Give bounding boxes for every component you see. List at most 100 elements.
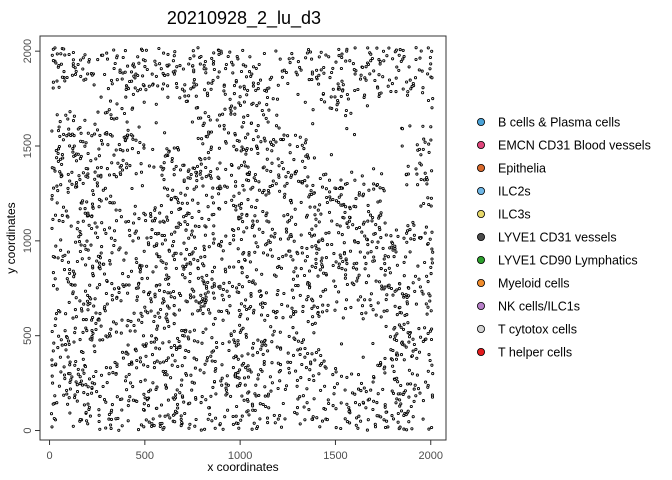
data-point xyxy=(86,392,90,396)
data-point xyxy=(254,383,258,387)
data-point xyxy=(379,266,383,271)
data-point xyxy=(299,200,303,204)
data-point xyxy=(136,73,140,78)
data-point xyxy=(126,275,130,279)
data-point xyxy=(158,220,162,224)
data-point xyxy=(200,176,204,180)
data-point xyxy=(294,266,298,270)
data-point xyxy=(219,379,223,383)
data-point xyxy=(86,213,90,217)
data-point xyxy=(107,412,111,417)
data-point xyxy=(149,214,153,218)
data-point xyxy=(216,243,221,247)
data-point xyxy=(70,283,74,287)
data-point xyxy=(359,419,363,423)
data-point xyxy=(52,416,56,421)
data-point xyxy=(235,54,239,59)
data-point xyxy=(49,412,54,416)
data-point xyxy=(356,426,360,430)
data-point xyxy=(206,94,210,98)
data-point xyxy=(301,394,305,398)
data-point xyxy=(71,290,75,294)
data-point xyxy=(195,179,199,183)
x-tick-label: 0 xyxy=(46,450,52,462)
data-point xyxy=(233,106,237,110)
data-point xyxy=(85,239,89,243)
data-point xyxy=(238,330,242,334)
data-point xyxy=(237,426,241,430)
data-point xyxy=(410,354,414,358)
data-point xyxy=(314,217,318,221)
data-point xyxy=(172,322,176,326)
data-point xyxy=(83,244,87,248)
data-point xyxy=(303,259,307,263)
data-point xyxy=(97,147,101,151)
data-point xyxy=(300,362,304,367)
data-point xyxy=(126,404,130,408)
data-point xyxy=(99,95,103,99)
data-point xyxy=(207,406,211,410)
data-point xyxy=(383,285,387,289)
data-point xyxy=(347,215,352,219)
data-point xyxy=(113,238,117,242)
data-point xyxy=(265,168,269,172)
data-point xyxy=(288,249,292,253)
data-point xyxy=(131,137,135,141)
data-point xyxy=(271,309,275,313)
data-point xyxy=(250,72,254,76)
data-point xyxy=(239,163,244,167)
data-point xyxy=(130,107,134,111)
data-point xyxy=(402,427,406,431)
legend-marker xyxy=(476,278,485,287)
data-point xyxy=(140,264,144,268)
data-point xyxy=(337,85,341,89)
data-point xyxy=(176,406,180,410)
data-point xyxy=(421,91,425,95)
data-point xyxy=(150,353,155,357)
data-point xyxy=(209,394,213,398)
data-point xyxy=(272,235,276,239)
data-point xyxy=(253,250,257,254)
data-point xyxy=(178,345,182,350)
data-point xyxy=(260,272,264,276)
data-point xyxy=(236,357,240,361)
data-point xyxy=(128,164,132,168)
data-point xyxy=(373,422,377,426)
data-point xyxy=(342,252,346,256)
data-point xyxy=(82,403,86,407)
data-point xyxy=(214,340,219,345)
data-point xyxy=(197,209,201,213)
data-point xyxy=(337,262,341,266)
data-point xyxy=(78,125,82,130)
data-point xyxy=(109,236,113,240)
data-point xyxy=(351,266,355,270)
data-point xyxy=(310,192,314,196)
data-point xyxy=(401,392,405,397)
data-point xyxy=(280,75,284,79)
data-point xyxy=(275,97,280,101)
data-point xyxy=(369,59,373,63)
data-point xyxy=(269,325,273,329)
data-point xyxy=(144,48,148,52)
data-point xyxy=(88,337,92,341)
data-point xyxy=(95,184,100,188)
data-point xyxy=(173,50,177,54)
data-point xyxy=(287,371,291,375)
data-point xyxy=(320,419,325,423)
data-point xyxy=(291,326,295,330)
data-point xyxy=(247,306,251,310)
data-point xyxy=(263,301,267,306)
data-point xyxy=(192,166,197,170)
data-point xyxy=(263,318,267,322)
data-point xyxy=(109,423,113,427)
data-point xyxy=(391,348,395,353)
data-point xyxy=(62,132,66,136)
data-point xyxy=(129,133,133,137)
data-point xyxy=(98,267,102,271)
data-point xyxy=(227,281,231,285)
data-point xyxy=(298,293,302,297)
data-point xyxy=(180,364,184,368)
data-point xyxy=(406,382,410,386)
data-point xyxy=(186,222,190,227)
data-point xyxy=(350,170,354,174)
